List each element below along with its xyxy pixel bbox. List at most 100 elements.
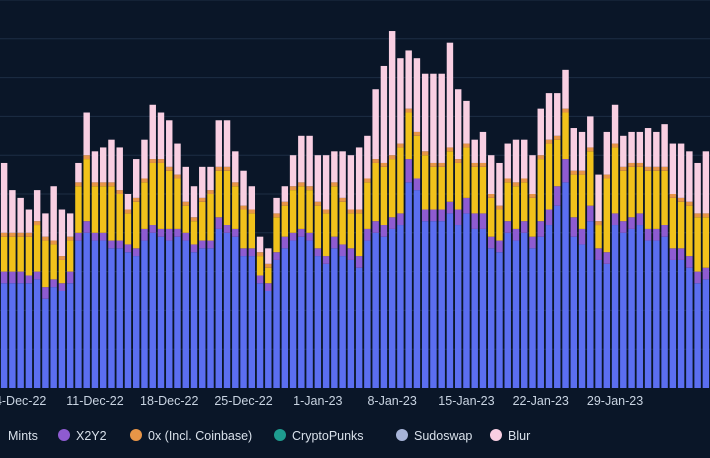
- bar-segment-x2y2: [413, 178, 421, 191]
- bar-segment-yellow: [446, 151, 454, 202]
- bar-segment-blur: [273, 197, 280, 214]
- bar-segment-0x: [677, 197, 685, 202]
- bar-segment-0x: [661, 166, 668, 171]
- bar-segment-mints: [479, 228, 487, 388]
- bar-segment-x2y2: [207, 240, 214, 249]
- bar-39: [322, 155, 330, 388]
- bar-segment-mints: [578, 244, 586, 388]
- bar-segment-blur: [182, 166, 189, 202]
- bar-33: [273, 197, 280, 388]
- bar-segment-blur: [694, 162, 701, 214]
- bar-segment-yellow: [339, 201, 346, 245]
- bar-segment-0x: [686, 201, 693, 206]
- bar-47: [388, 31, 396, 388]
- bar-segment-yellow: [397, 147, 404, 214]
- bar-segment-x2y2: [99, 232, 107, 241]
- bar-36: [298, 135, 305, 388]
- bar-segment-yellow: [578, 174, 586, 229]
- bar-segment-0x: [388, 155, 396, 160]
- bar-segment-x2y2: [58, 283, 66, 291]
- bar-segment-x2y2: [636, 213, 644, 226]
- bar-segment-yellow: [0, 236, 8, 272]
- bar-segment-yellow: [364, 182, 371, 229]
- bar-1: [9, 190, 16, 388]
- bar-segment-yellow: [322, 213, 330, 257]
- bar-61: [504, 143, 511, 388]
- bar-segment-blur: [306, 135, 313, 187]
- bar-segment-blur: [388, 31, 396, 156]
- bar-segment-yellow: [421, 155, 429, 210]
- bar-segment-blur: [347, 155, 355, 210]
- bar-segment-x2y2: [66, 271, 74, 284]
- bar-segment-mints: [232, 236, 239, 388]
- bar-37: [306, 135, 313, 388]
- legend-item-mints[interactable]: Mints: [8, 429, 38, 443]
- bar-segment-x2y2: [545, 209, 553, 226]
- bar-segment-blur: [0, 162, 8, 233]
- bar-segment-x2y2: [405, 159, 412, 183]
- bar-65: [537, 108, 544, 388]
- bar-segment-mints: [33, 279, 41, 388]
- x-axis-ticks: 4-Dec-22 11-Dec-22 18-Dec-22 25-Dec-22 1-Jan…: [0, 394, 643, 408]
- bar-segment-0x: [190, 217, 198, 222]
- bar-segment-mints: [380, 236, 388, 388]
- bar-segment-x2y2: [388, 217, 396, 229]
- bar-segment-x2y2: [661, 225, 668, 237]
- bar-6: [50, 186, 57, 388]
- legend-item-0x-incl-coinbase[interactable]: 0x (Incl. Coinbase): [130, 429, 252, 443]
- bar-segment-x2y2: [273, 252, 280, 260]
- bar-segment-mints: [521, 232, 528, 388]
- bar-segment-0x: [620, 166, 627, 171]
- bar-segment-blur: [380, 65, 388, 163]
- bar-segment-yellow: [504, 182, 511, 222]
- bar-segment-0x: [273, 213, 280, 218]
- bar-81: [669, 143, 677, 388]
- bar-segment-x2y2: [686, 256, 693, 268]
- bar-segment-mints: [620, 232, 627, 388]
- bar-segment-0x: [75, 182, 82, 187]
- bar-segment-0x: [421, 151, 429, 156]
- bar-2: [17, 197, 24, 388]
- bar-segment-blur: [504, 143, 511, 179]
- bar-58: [479, 131, 487, 388]
- bar-segment-blur: [446, 42, 454, 148]
- bar-segment-x2y2: [347, 248, 355, 260]
- bar-segment-mints: [347, 259, 355, 388]
- bar-segment-blur: [364, 135, 371, 179]
- legend-item-cryptopunks[interactable]: CryptoPunks: [274, 429, 364, 443]
- bar-segment-x2y2: [570, 217, 577, 237]
- bar-segment-0x: [628, 162, 635, 167]
- bar-segment-yellow: [256, 256, 264, 276]
- bar-segment-0x: [99, 182, 107, 187]
- bar-segment-mints: [116, 248, 123, 388]
- bar-segment-mints: [686, 267, 693, 388]
- bar-segment-yellow: [661, 170, 668, 226]
- bar-segment-0x: [141, 178, 148, 183]
- bar-segment-0x: [430, 162, 437, 167]
- bar-segment-mints: [298, 236, 305, 388]
- bar-segment-yellow: [157, 162, 165, 229]
- bar-segment-blur: [405, 50, 412, 109]
- bar-segment-blur: [149, 104, 156, 160]
- legend-item-sudoswap[interactable]: Sudoswap: [396, 429, 472, 443]
- bar-segment-0x: [331, 182, 338, 187]
- bar-54: [446, 42, 454, 388]
- legend-item-x2y2[interactable]: X2Y2: [58, 429, 107, 443]
- bar-44: [364, 135, 371, 388]
- bar-73: [603, 131, 611, 388]
- bar-segment-0x: [611, 143, 619, 148]
- bar-segment-0x: [157, 159, 165, 163]
- bar-segment-0x: [108, 182, 115, 187]
- bar-segment-0x: [413, 131, 421, 136]
- bar-segment-0x: [578, 170, 586, 175]
- bar-segment-0x: [166, 166, 173, 171]
- bar-segment-x2y2: [215, 217, 222, 229]
- bar-segment-blur: [397, 58, 404, 144]
- bar-segment-blur: [587, 116, 594, 148]
- bar-segment-mints: [702, 279, 710, 388]
- bar-segment-x2y2: [265, 283, 272, 291]
- legend-item-blur[interactable]: Blur: [490, 429, 530, 443]
- bar-segment-mints: [9, 283, 16, 388]
- bar-segment-mints: [281, 248, 289, 388]
- bar-segment-blur: [669, 143, 677, 194]
